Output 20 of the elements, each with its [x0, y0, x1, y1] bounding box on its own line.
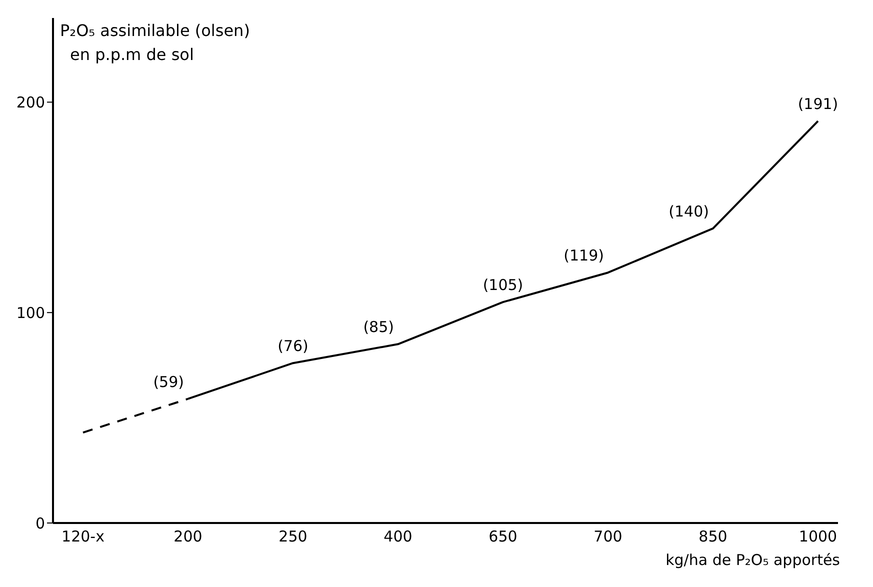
data-label: (105) — [482, 276, 524, 294]
x-tick-label: 120-x — [62, 528, 105, 546]
x-tick-label: 400 — [384, 528, 412, 546]
data-label: (140) — [668, 202, 709, 220]
data-label: (85) — [363, 318, 394, 336]
y-tick-label: 0 — [35, 514, 45, 532]
x-axis-title: kg/ha de P₂O₅ apportés — [666, 551, 840, 569]
data-label: (76) — [278, 337, 308, 356]
x-tick-label: 200 — [174, 528, 202, 546]
x-tick-label: 650 — [488, 528, 518, 546]
x-tick-label: 1000 — [798, 528, 838, 546]
x-tick-label: 850 — [698, 528, 728, 546]
y-axis-title: P₂O₅ assimilable (olsen) en p.p.m de sol — [60, 21, 250, 64]
x-tick-label: 700 — [594, 528, 622, 546]
x-tick-label: 250 — [278, 528, 308, 546]
data-label: (59) — [153, 372, 184, 391]
data-label: (119) — [564, 246, 604, 265]
y-tick-label: 200 — [16, 93, 45, 112]
y-tick-label: 100 — [16, 304, 45, 322]
data-label: (191) — [798, 95, 838, 114]
